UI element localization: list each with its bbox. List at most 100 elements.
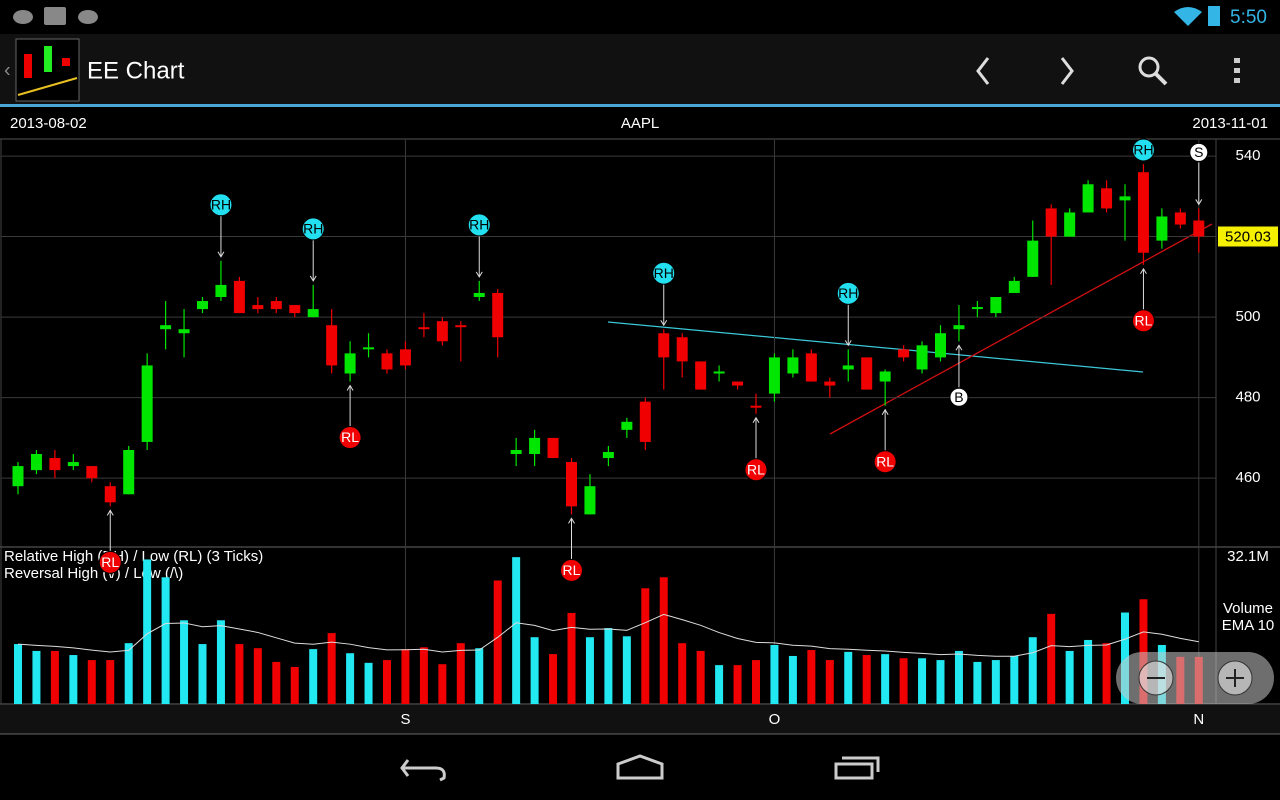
candle-body [197,301,208,310]
signal-label: RL [563,562,581,578]
volume-bar [622,636,631,704]
volume-bar [715,665,724,704]
up-caret[interactable]: ‹ [4,59,11,81]
candle-body [104,486,116,503]
recents-button[interactable] [834,756,880,780]
signal-marker [301,217,325,241]
candle-body [990,297,1002,314]
signal-arrowhead [752,416,760,424]
overflow-menu[interactable] [1234,58,1240,83]
app-title: EE Chart [87,57,185,84]
candle-body [842,365,854,370]
signal-arrowhead [844,340,852,347]
candle-body [1027,240,1039,277]
end-date: 2013-11-01 [1192,115,1268,132]
volume-bar [936,660,945,704]
volume-bar [862,655,871,704]
symbol: AAPL [621,115,659,132]
clock: 5:50 [1230,7,1267,28]
volume-bar [1010,655,1019,704]
candle-body [473,292,485,298]
candle-body [141,365,153,442]
candle-body [1101,188,1113,209]
zoom-out[interactable] [1138,660,1174,696]
signal-arrowhead [1140,267,1147,275]
app-icon[interactable] [15,38,80,102]
volume-bar [844,651,853,704]
signal-label: B [954,389,963,405]
x-axis-strip [0,705,1280,734]
next-button[interactable] [1060,57,1074,85]
candle-body [1008,280,1020,293]
volume-bar [346,653,355,704]
candle-body [971,307,983,310]
volume-bar [180,620,189,704]
volume-bar [69,655,78,704]
signal-marker [836,281,860,305]
status-bar [0,0,1280,34]
volume-bar [696,650,705,704]
signal-arrowhead [106,509,114,516]
zoom-in[interactable] [1217,660,1253,696]
signal-marker [338,426,362,450]
signal-label: RH [1133,142,1153,158]
action-bar [0,34,1280,104]
signal-arrowhead [475,271,483,278]
volume-bar [364,662,373,704]
volume-bar [825,660,834,704]
candle-body [898,349,910,358]
candle-body [252,305,264,310]
candle-body [695,361,707,390]
signal-marker [1131,309,1155,333]
candle-body [363,347,375,350]
volume-bar [585,637,594,704]
volume-bar [549,654,558,704]
y-tick-label: 540 [1235,147,1260,164]
candle-body [49,458,61,471]
volume-bar [309,649,318,704]
volume-bar [161,577,170,704]
y-tick-label: 460 [1235,469,1260,486]
search-button[interactable] [1138,56,1168,86]
signal-label: RL [341,429,359,445]
signal-marker [652,261,676,285]
candle-body [750,405,762,408]
candle-body [879,371,891,382]
back-button[interactable] [400,759,446,782]
signal-label: RL [101,554,119,570]
prev-button[interactable] [976,57,990,85]
signal-label: RH [211,196,231,212]
trend-line [829,223,1213,435]
candle-body [547,437,559,459]
candle-body [510,449,522,455]
volume-bar [32,650,41,704]
candle-body [436,321,448,342]
candle-body [399,349,411,366]
signal-marker [1189,142,1209,162]
volume-bar [327,633,336,704]
candle-body [326,325,338,366]
volume-bar [253,648,262,704]
home-button[interactable] [616,754,664,780]
signal-arrowhead [881,408,889,415]
candle-body [86,466,98,479]
candle-body [1174,212,1186,225]
signal-arrowhead [309,275,317,282]
volume-bar [216,620,225,704]
volume-bar [50,650,59,704]
signal-marker [1131,138,1155,162]
signal-label: RL [876,453,894,469]
signal-marker [98,550,122,574]
candle-body [233,280,245,314]
volume-bar [604,628,613,704]
legend-line: Reversal High (\/) / Low (/\) [4,565,183,582]
volume-bar [1102,643,1111,704]
volume-bar [419,647,428,704]
signal-arrowhead [1195,199,1203,206]
candle-body [1082,184,1094,213]
candle-body [455,325,467,328]
volume-bar [899,658,908,704]
volume-bar [198,644,207,704]
volume-tick-label: 32.1M [1227,548,1269,565]
